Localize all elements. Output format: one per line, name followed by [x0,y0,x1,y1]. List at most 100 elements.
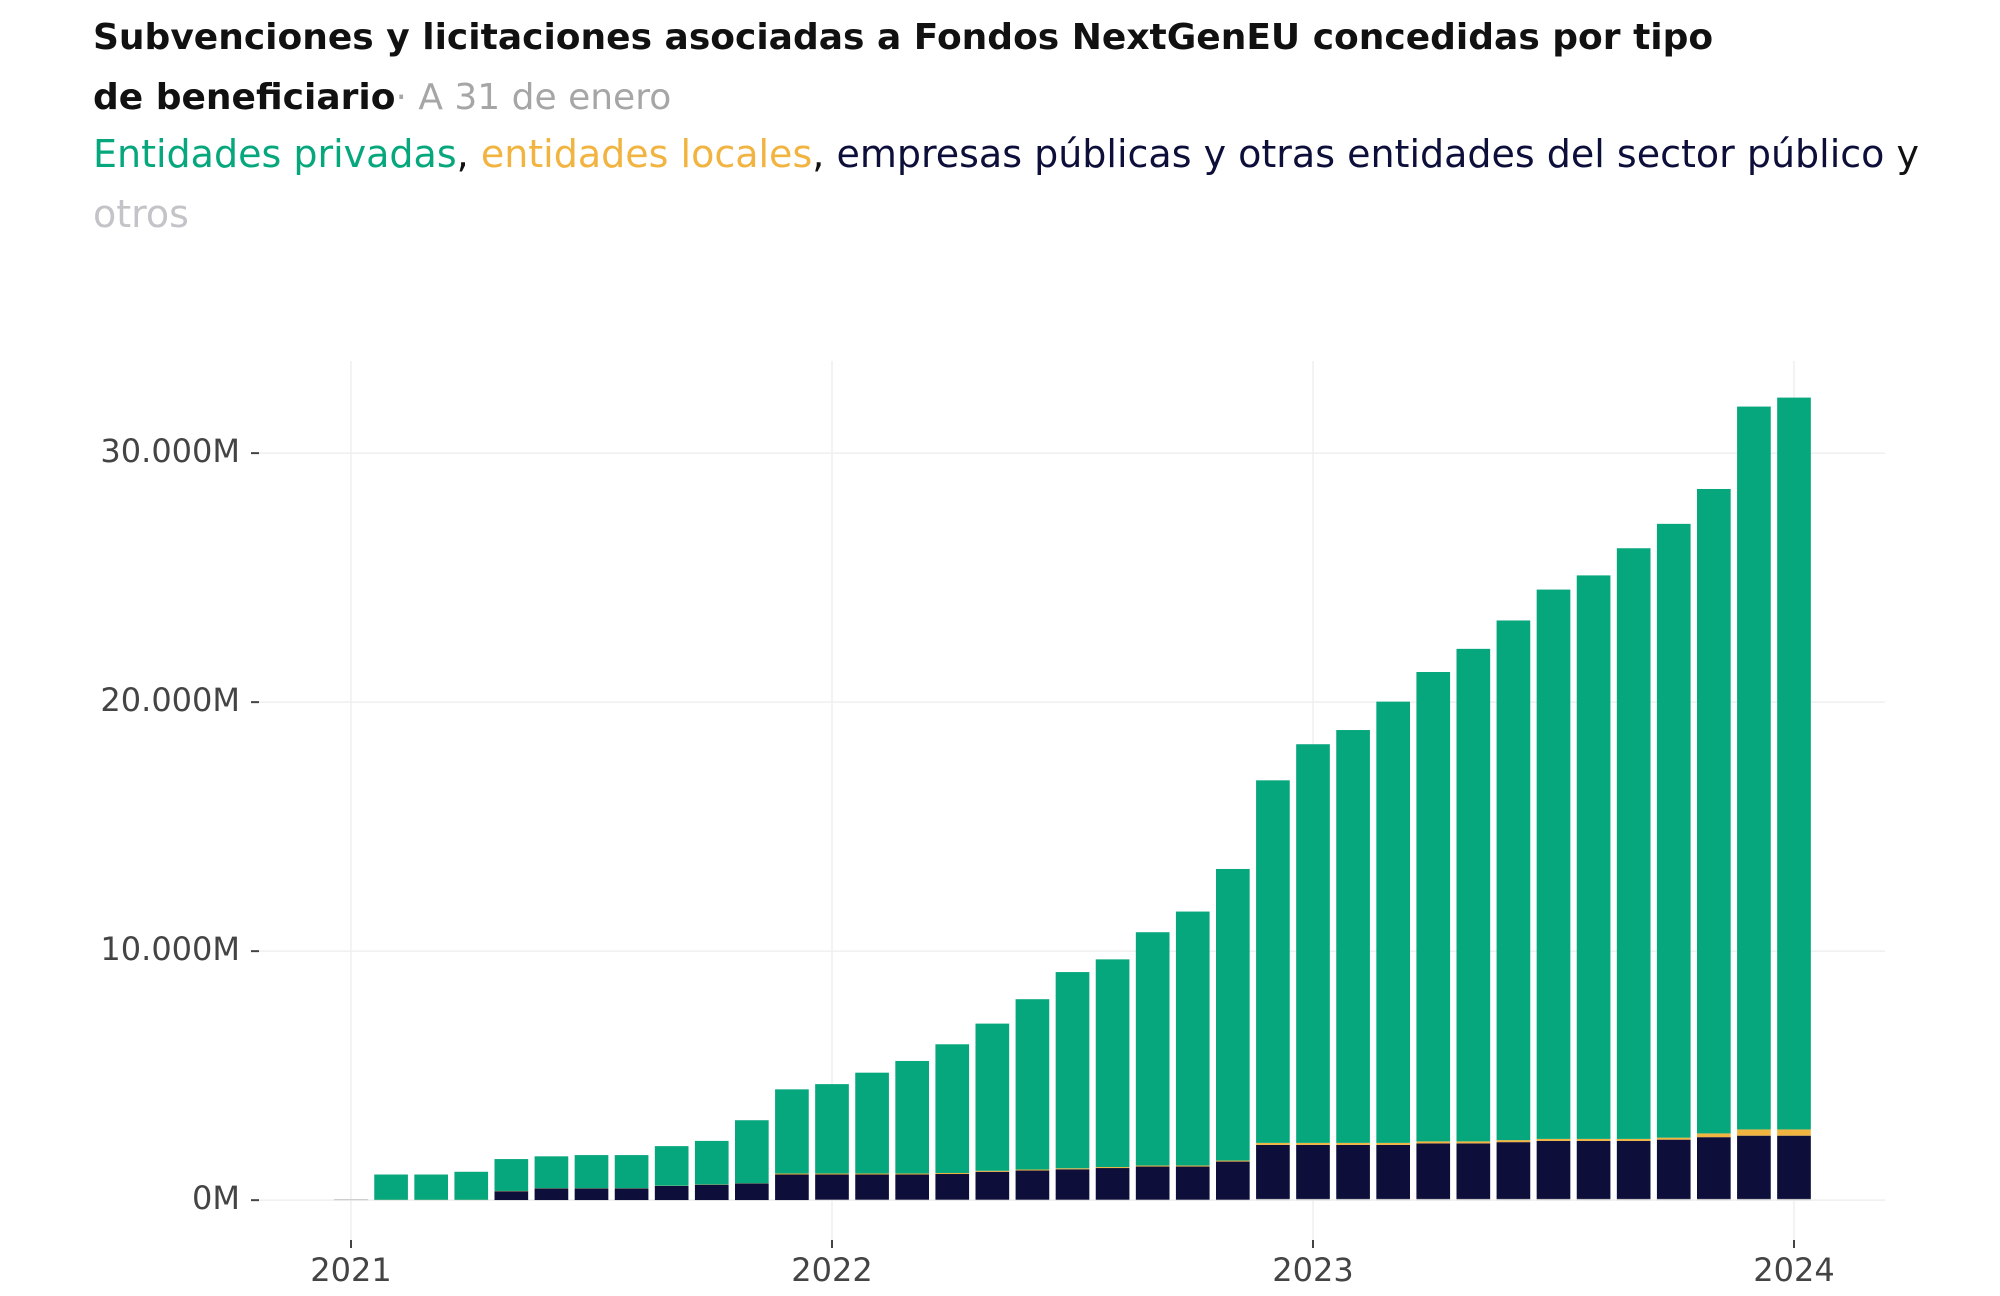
bar-segment [935,1044,970,1174]
bar-segment [1095,1168,1130,1200]
bar-segment [1256,1142,1290,1145]
bar-segment [1175,1166,1210,1200]
x-tick-label: 2022 [791,1251,872,1289]
bar-segment [975,1170,1010,1172]
bar-segment [775,1174,809,1201]
bar-segment [1336,1142,1370,1145]
bar-segment [1616,1140,1651,1199]
bar-segment [1536,1198,1571,1201]
bar-segment [1777,1135,1811,1199]
bar-segment [1015,1170,1050,1200]
bar-segment [1135,1166,1170,1200]
bar-segment [1536,1138,1571,1141]
bar-segment [1536,589,1571,1139]
bar-segment [1456,648,1491,1142]
bar-segment [574,1155,609,1189]
bar-segment [895,1173,930,1175]
bar-segment [1055,1169,1090,1200]
bar-segment [414,1174,449,1200]
bar-segment [1416,1141,1451,1144]
bar-segment [1376,1144,1411,1199]
bar-segment [1656,1139,1691,1199]
bar-segment [1095,1167,1130,1169]
bar-segment [1296,1198,1330,1201]
bar-segment [1376,701,1411,1143]
y-tick-label: 20.000M [100,681,240,719]
bar-segment [1215,868,1250,1161]
legend-entry: Entidades privadas [93,132,457,176]
bar-segment [1416,1198,1451,1201]
bar-segment [1416,1143,1451,1199]
bar-segment [1256,1144,1290,1199]
bar-segment [815,1174,849,1200]
bar-segment [1496,1142,1531,1199]
bar-segment [1015,1169,1050,1171]
bar-segment [1296,1144,1330,1199]
bar-segment [1135,932,1170,1166]
legend: Entidades privadas, entidades locales, e… [93,124,1943,244]
bar-segment [1336,1144,1370,1199]
bar-segment [374,1174,408,1200]
bar-segment [734,1183,769,1201]
bar-segment [654,1146,689,1186]
bar-segment [1656,1198,1691,1201]
bar-segment [1656,523,1691,1138]
bar-segment [1135,1165,1170,1167]
bar-segment [1696,1133,1731,1138]
x-tick-label: 2024 [1753,1251,1834,1289]
bar-segment [855,1072,889,1174]
bar-segment [1616,548,1651,1139]
chart-title: Subvenciones y licitaciones asociadas a … [93,8,1753,128]
bar-segment [614,1155,649,1189]
bar-segment [815,1084,849,1174]
bar-segment [694,1184,729,1201]
bar-segment [1777,1129,1811,1136]
bar-segment [935,1174,970,1200]
bar-segment [1456,1143,1491,1199]
bar-segment [1696,488,1731,1134]
bar-segment [1737,1129,1771,1136]
bar-segment [1256,780,1290,1143]
bar-segment [1015,999,1050,1170]
bar-segment [1456,1198,1491,1201]
x-tick-label: 2023 [1272,1251,1353,1289]
bar-segment [1296,1142,1330,1145]
bar-segment [534,1156,569,1189]
y-tick-label: 30.000M [100,432,240,470]
bar-segment [1416,672,1451,1142]
bar-segment [1175,911,1210,1166]
bar-segment [1376,1142,1411,1145]
bar-segment [614,1188,649,1201]
bar-segment [1696,1137,1731,1199]
legend-separator: y [1896,132,1920,176]
title-text: Subvenciones y licitaciones asociadas a … [93,17,1714,118]
bar-segment [1737,406,1771,1130]
bar-segment [454,1171,489,1200]
bar-segment [895,1174,930,1200]
bar-segment [574,1188,609,1201]
bar-segment [1737,1135,1771,1199]
bar-segment [494,1159,529,1191]
legend-separator: , [812,132,825,176]
bar-segment [1576,575,1611,1139]
legend-entry: empresas públicas y otras entidades del … [836,132,1885,176]
bar-segment [1376,1198,1411,1201]
bar-segment [1496,620,1531,1141]
bar-segment [494,1191,529,1201]
header: Subvenciones y licitaciones asociadas a … [93,8,1753,128]
bar-segment [1215,1161,1250,1200]
bar-segment [1576,1140,1611,1199]
bar-segment [1095,959,1130,1168]
bar-segment [855,1173,889,1175]
bar-segment [1616,1138,1651,1141]
bar-segment [734,1120,769,1184]
bar-segment [975,1023,1010,1171]
bar-segment [1656,1137,1691,1140]
bar-segment [1496,1198,1531,1201]
bar-segment [1777,397,1811,1130]
bar-segment [895,1060,930,1174]
bar-segment [775,1089,809,1174]
y-tick-label: 10.000M [100,930,240,968]
